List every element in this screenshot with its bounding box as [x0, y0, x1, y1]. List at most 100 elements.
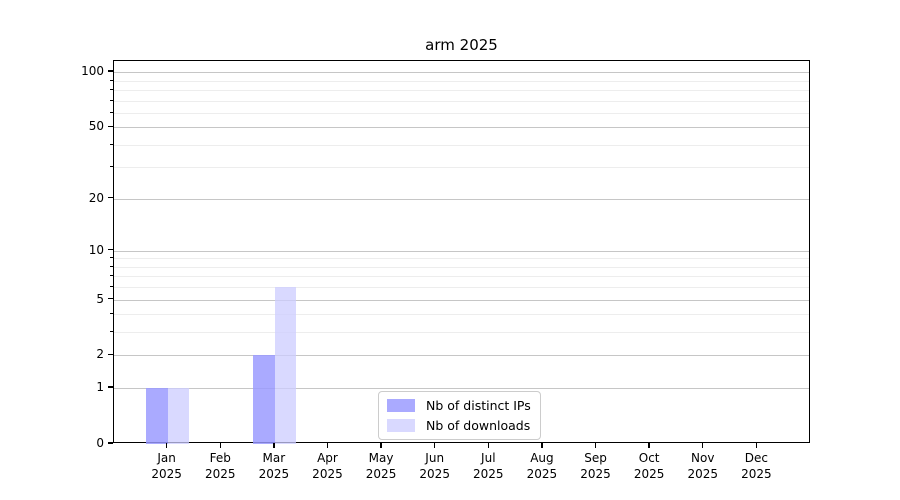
- x-tick-year: 2025: [526, 467, 558, 481]
- y-tick-mark: [108, 249, 113, 251]
- y-tick-mark: [108, 442, 113, 444]
- major-gridline: [114, 198, 809, 200]
- x-tick-year: 2025: [312, 467, 343, 481]
- y-tick-label: 5: [96, 291, 104, 306]
- x-tick-month: Mar: [262, 451, 286, 465]
- x-tick-mark: [755, 443, 758, 448]
- major-gridline: [114, 355, 809, 357]
- y-minor-tick-mark: [110, 275, 113, 277]
- y-minor-tick-mark: [110, 286, 113, 288]
- x-tick-mark: [326, 443, 329, 448]
- x-tick-year: 2025: [258, 467, 290, 481]
- x-tick-year: 2025: [365, 467, 397, 481]
- x-tick-month: Oct: [638, 451, 660, 465]
- y-minor-tick-mark: [110, 313, 113, 315]
- x-tick-mark: [702, 443, 704, 448]
- legend-label: Nb of distinct IPs: [426, 398, 531, 413]
- x-tick-year: 2025: [687, 467, 719, 481]
- y-tick-label: 20: [88, 190, 104, 205]
- y-minor-tick-mark: [110, 88, 113, 90]
- x-tick-label-oct: Oct 2025: [634, 450, 665, 482]
- bar-distinct-ips-mar: [253, 355, 275, 444]
- y-tick-mark: [108, 386, 113, 388]
- y-tick-mark: [108, 353, 113, 356]
- x-tick-month: Dec: [744, 451, 768, 465]
- x-tick-mark: [380, 443, 382, 448]
- major-gridline: [114, 299, 809, 301]
- x-tick-label-feb: Feb 2025: [205, 450, 236, 482]
- minor-gridline: [114, 89, 809, 91]
- y-tick-label: 10: [88, 242, 104, 257]
- bar-distinct-ips-jan: [146, 388, 168, 444]
- minor-gridline: [114, 100, 809, 102]
- bar-downloads-mar: [274, 287, 297, 444]
- x-tick-year: 2025: [580, 467, 611, 481]
- y-minor-tick-mark: [110, 265, 113, 267]
- x-tick-month: Feb: [209, 451, 231, 465]
- y-minor-tick-mark: [110, 111, 113, 113]
- y-minor-tick-mark: [110, 331, 113, 333]
- x-tick-mark: [648, 443, 650, 448]
- x-tick-year: 2025: [633, 467, 665, 481]
- minor-gridline: [114, 112, 809, 114]
- x-tick-month: Jan: [157, 451, 176, 465]
- x-tick-mark: [165, 443, 168, 448]
- major-gridline: [114, 250, 809, 252]
- x-tick-mark: [594, 443, 597, 448]
- x-tick-mark: [219, 443, 221, 448]
- x-tick-label-aug: Aug 2025: [527, 450, 558, 482]
- legend-item: Nb of downloads: [387, 417, 531, 434]
- y-tick-mark: [108, 297, 113, 300]
- minor-gridline: [114, 276, 809, 278]
- x-tick-label-sep: Sep 2025: [580, 450, 611, 482]
- x-tick-mark: [541, 443, 543, 448]
- plot-area: [113, 60, 810, 444]
- x-tick-year: 2025: [151, 467, 182, 481]
- chart-title: arm 2025: [425, 36, 498, 54]
- major-gridline: [114, 127, 809, 129]
- y-minor-tick-mark: [110, 166, 113, 168]
- minor-gridline: [114, 144, 809, 146]
- x-tick-year: 2025: [473, 467, 504, 481]
- minor-gridline: [114, 287, 809, 289]
- y-minor-tick-mark: [110, 257, 113, 259]
- x-tick-month: May: [368, 451, 394, 465]
- legend-swatch: [387, 399, 415, 412]
- major-gridline: [114, 388, 809, 390]
- legend-swatch: [387, 419, 415, 432]
- x-tick-month: Jun: [425, 451, 445, 465]
- x-tick-mark: [433, 443, 436, 448]
- minor-gridline: [114, 167, 809, 169]
- y-tick-label: 2: [96, 347, 104, 362]
- minor-gridline: [114, 80, 809, 82]
- x-tick-label-mar: Mar 2025: [259, 450, 290, 482]
- x-tick-label-nov: Nov 2025: [687, 450, 718, 482]
- y-tick-mark: [108, 125, 113, 127]
- y-axis-labels: 0 1 2 5 10 20 50 100: [0, 0, 104, 500]
- y-tick-label: 0: [96, 436, 104, 450]
- y-tick-label: 50: [88, 119, 104, 134]
- y-tick-mark: [108, 70, 113, 72]
- minor-gridline: [114, 258, 809, 260]
- x-tick-label-jun: Jun 2025: [419, 450, 450, 482]
- y-minor-tick-mark: [110, 79, 113, 81]
- x-tick-month: Sep: [584, 451, 607, 465]
- x-tick-label-may: May 2025: [366, 450, 397, 482]
- minor-gridline: [114, 266, 809, 268]
- x-tick-label-jan: Jan 2025: [151, 450, 182, 482]
- minor-gridline: [114, 314, 809, 316]
- x-tick-mark: [487, 443, 489, 448]
- x-tick-label-jul: Jul 2025: [473, 450, 504, 482]
- x-tick-month: Nov: [691, 451, 715, 465]
- legend: Nb of distinct IPs Nb of downloads: [378, 391, 541, 440]
- bar-downloads-jan: [167, 388, 190, 444]
- x-tick-month: Apr: [317, 451, 338, 465]
- y-minor-tick-mark: [110, 143, 113, 145]
- x-tick-month: Jul: [481, 451, 496, 465]
- x-tick-year: 2025: [419, 467, 450, 481]
- legend-item: Nb of distinct IPs: [387, 397, 531, 414]
- x-tick-label-apr: Apr 2025: [312, 450, 343, 482]
